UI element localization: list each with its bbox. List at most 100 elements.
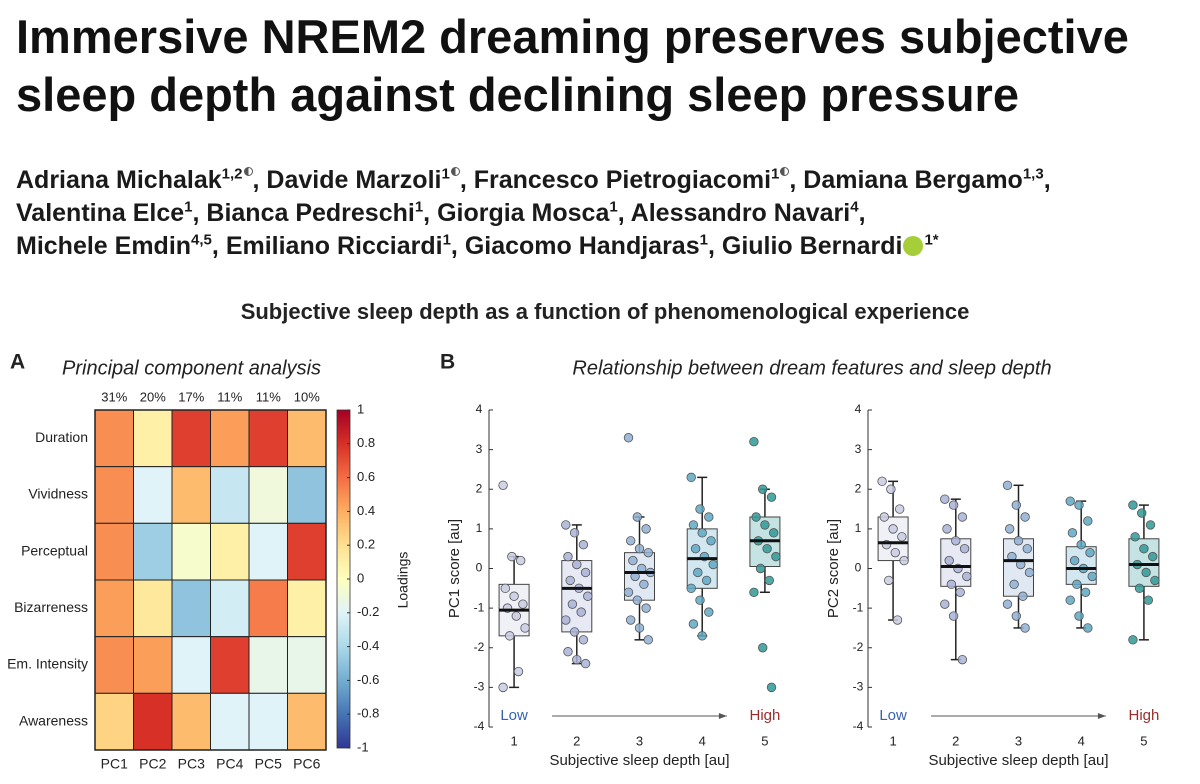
row-label: Awareness [19, 712, 88, 728]
heatmap-cell [171, 466, 211, 524]
panel-letter: B [440, 351, 455, 374]
affiliation: 1 [414, 198, 424, 216]
x-tick-label: 5 [1140, 733, 1147, 748]
data-point [686, 472, 696, 483]
heatmap-cell [210, 466, 250, 524]
author-name: Giulio Bernardi [721, 232, 903, 260]
heatmap-cell [248, 579, 288, 638]
data-point [758, 484, 768, 494]
data-point [639, 579, 649, 590]
colorbar-tick-label: -0.2 [357, 604, 379, 619]
annotation-low: Low [879, 707, 907, 724]
data-point [1074, 611, 1084, 621]
variance-label: 11% [256, 389, 281, 404]
data-point [1065, 496, 1075, 506]
arrow-head [1097, 713, 1106, 719]
x-tick-label: 4 [1078, 733, 1085, 748]
colorbar-tick-label: -0.8 [357, 706, 379, 721]
y-tick-label: -3 [853, 680, 864, 694]
author-name: Davide Marzoli [266, 166, 442, 194]
data-point [623, 587, 634, 597]
data-point [1011, 500, 1022, 510]
column-label: PC3 [178, 756, 205, 772]
x-tick-label: 5 [761, 733, 768, 748]
data-point [695, 595, 705, 605]
data-point [1009, 579, 1019, 590]
heatmap-cell [171, 522, 211, 581]
data-point [518, 599, 528, 609]
x-tick-label: 4 [699, 733, 706, 748]
data-point [641, 524, 651, 534]
row-label: Perceptual [21, 542, 88, 558]
data-point [1018, 591, 1028, 601]
data-point [766, 492, 777, 502]
data-point [1134, 583, 1145, 594]
heatmap-cell [94, 636, 134, 694]
data-point [515, 555, 526, 566]
data-point [1011, 611, 1022, 621]
data-point [1002, 480, 1013, 490]
data-point [641, 603, 651, 613]
data-point [946, 579, 957, 590]
data-point [693, 567, 703, 578]
heatmap-cell [248, 636, 288, 694]
data-point [580, 567, 591, 578]
y-tick-label: -2 [474, 640, 485, 654]
data-point [686, 583, 696, 594]
separator: , [789, 166, 797, 194]
annotation-high: High [1128, 707, 1159, 724]
annotation-low: Low [500, 707, 528, 724]
data-point [1143, 595, 1154, 605]
data-point [886, 484, 896, 494]
colorbar-tick-label: -0.4 [357, 638, 379, 653]
y-tick-label: 2 [476, 481, 483, 495]
orcid-icon [903, 236, 924, 256]
heatmap-cell [210, 692, 250, 751]
data-point [769, 528, 779, 538]
data-point [509, 591, 519, 601]
variance-label: 31% [101, 389, 127, 404]
data-point [762, 543, 772, 554]
separator: , [211, 232, 219, 260]
figure-title: Subjective sleep depth as a function of … [241, 299, 970, 324]
data-point [511, 611, 521, 621]
data-point [1069, 555, 1080, 566]
separator: , [450, 232, 458, 260]
data-point [695, 504, 705, 514]
data-point [701, 575, 712, 586]
heatmap-cell [94, 409, 134, 468]
y-tick-label: -3 [474, 680, 485, 694]
heatmap-cell [248, 692, 288, 751]
heatmap-cell [171, 409, 211, 468]
y-tick-label: 3 [855, 442, 862, 456]
author-line: Michele Emdin4,5, Emiliano Ricciardi1, G… [16, 230, 1051, 263]
affiliation: 4 [850, 198, 859, 216]
data-point [1130, 532, 1140, 542]
affiliation: 1 [699, 231, 708, 249]
data-point [520, 623, 530, 633]
data-point [1076, 540, 1086, 550]
heatmap-cell [287, 692, 327, 751]
x-tick-label: 2 [952, 733, 959, 748]
data-point [632, 512, 643, 522]
heatmap-cell [94, 579, 134, 638]
heatmap-cell [133, 522, 173, 581]
y-tick-label: 2 [855, 481, 862, 495]
heatmap-cell [248, 409, 288, 468]
heatmap-cell [133, 579, 173, 638]
affiliation: 1* [924, 231, 939, 249]
x-tick-label: 3 [636, 733, 643, 748]
y-tick-label: -2 [853, 640, 864, 654]
data-point [758, 643, 768, 653]
author-name: Valentina Elce [16, 199, 185, 227]
colorbar-tick-label: 0 [357, 570, 364, 585]
heatmap-cell [287, 579, 327, 638]
colorbar-tick-label: -0.6 [357, 672, 379, 687]
heatmap-frame [94, 409, 327, 751]
data-point [764, 575, 775, 586]
data-point [626, 536, 636, 546]
heatmap-cell [210, 522, 250, 581]
separator: , [1043, 166, 1051, 194]
y-tick-label: 1 [476, 521, 483, 535]
